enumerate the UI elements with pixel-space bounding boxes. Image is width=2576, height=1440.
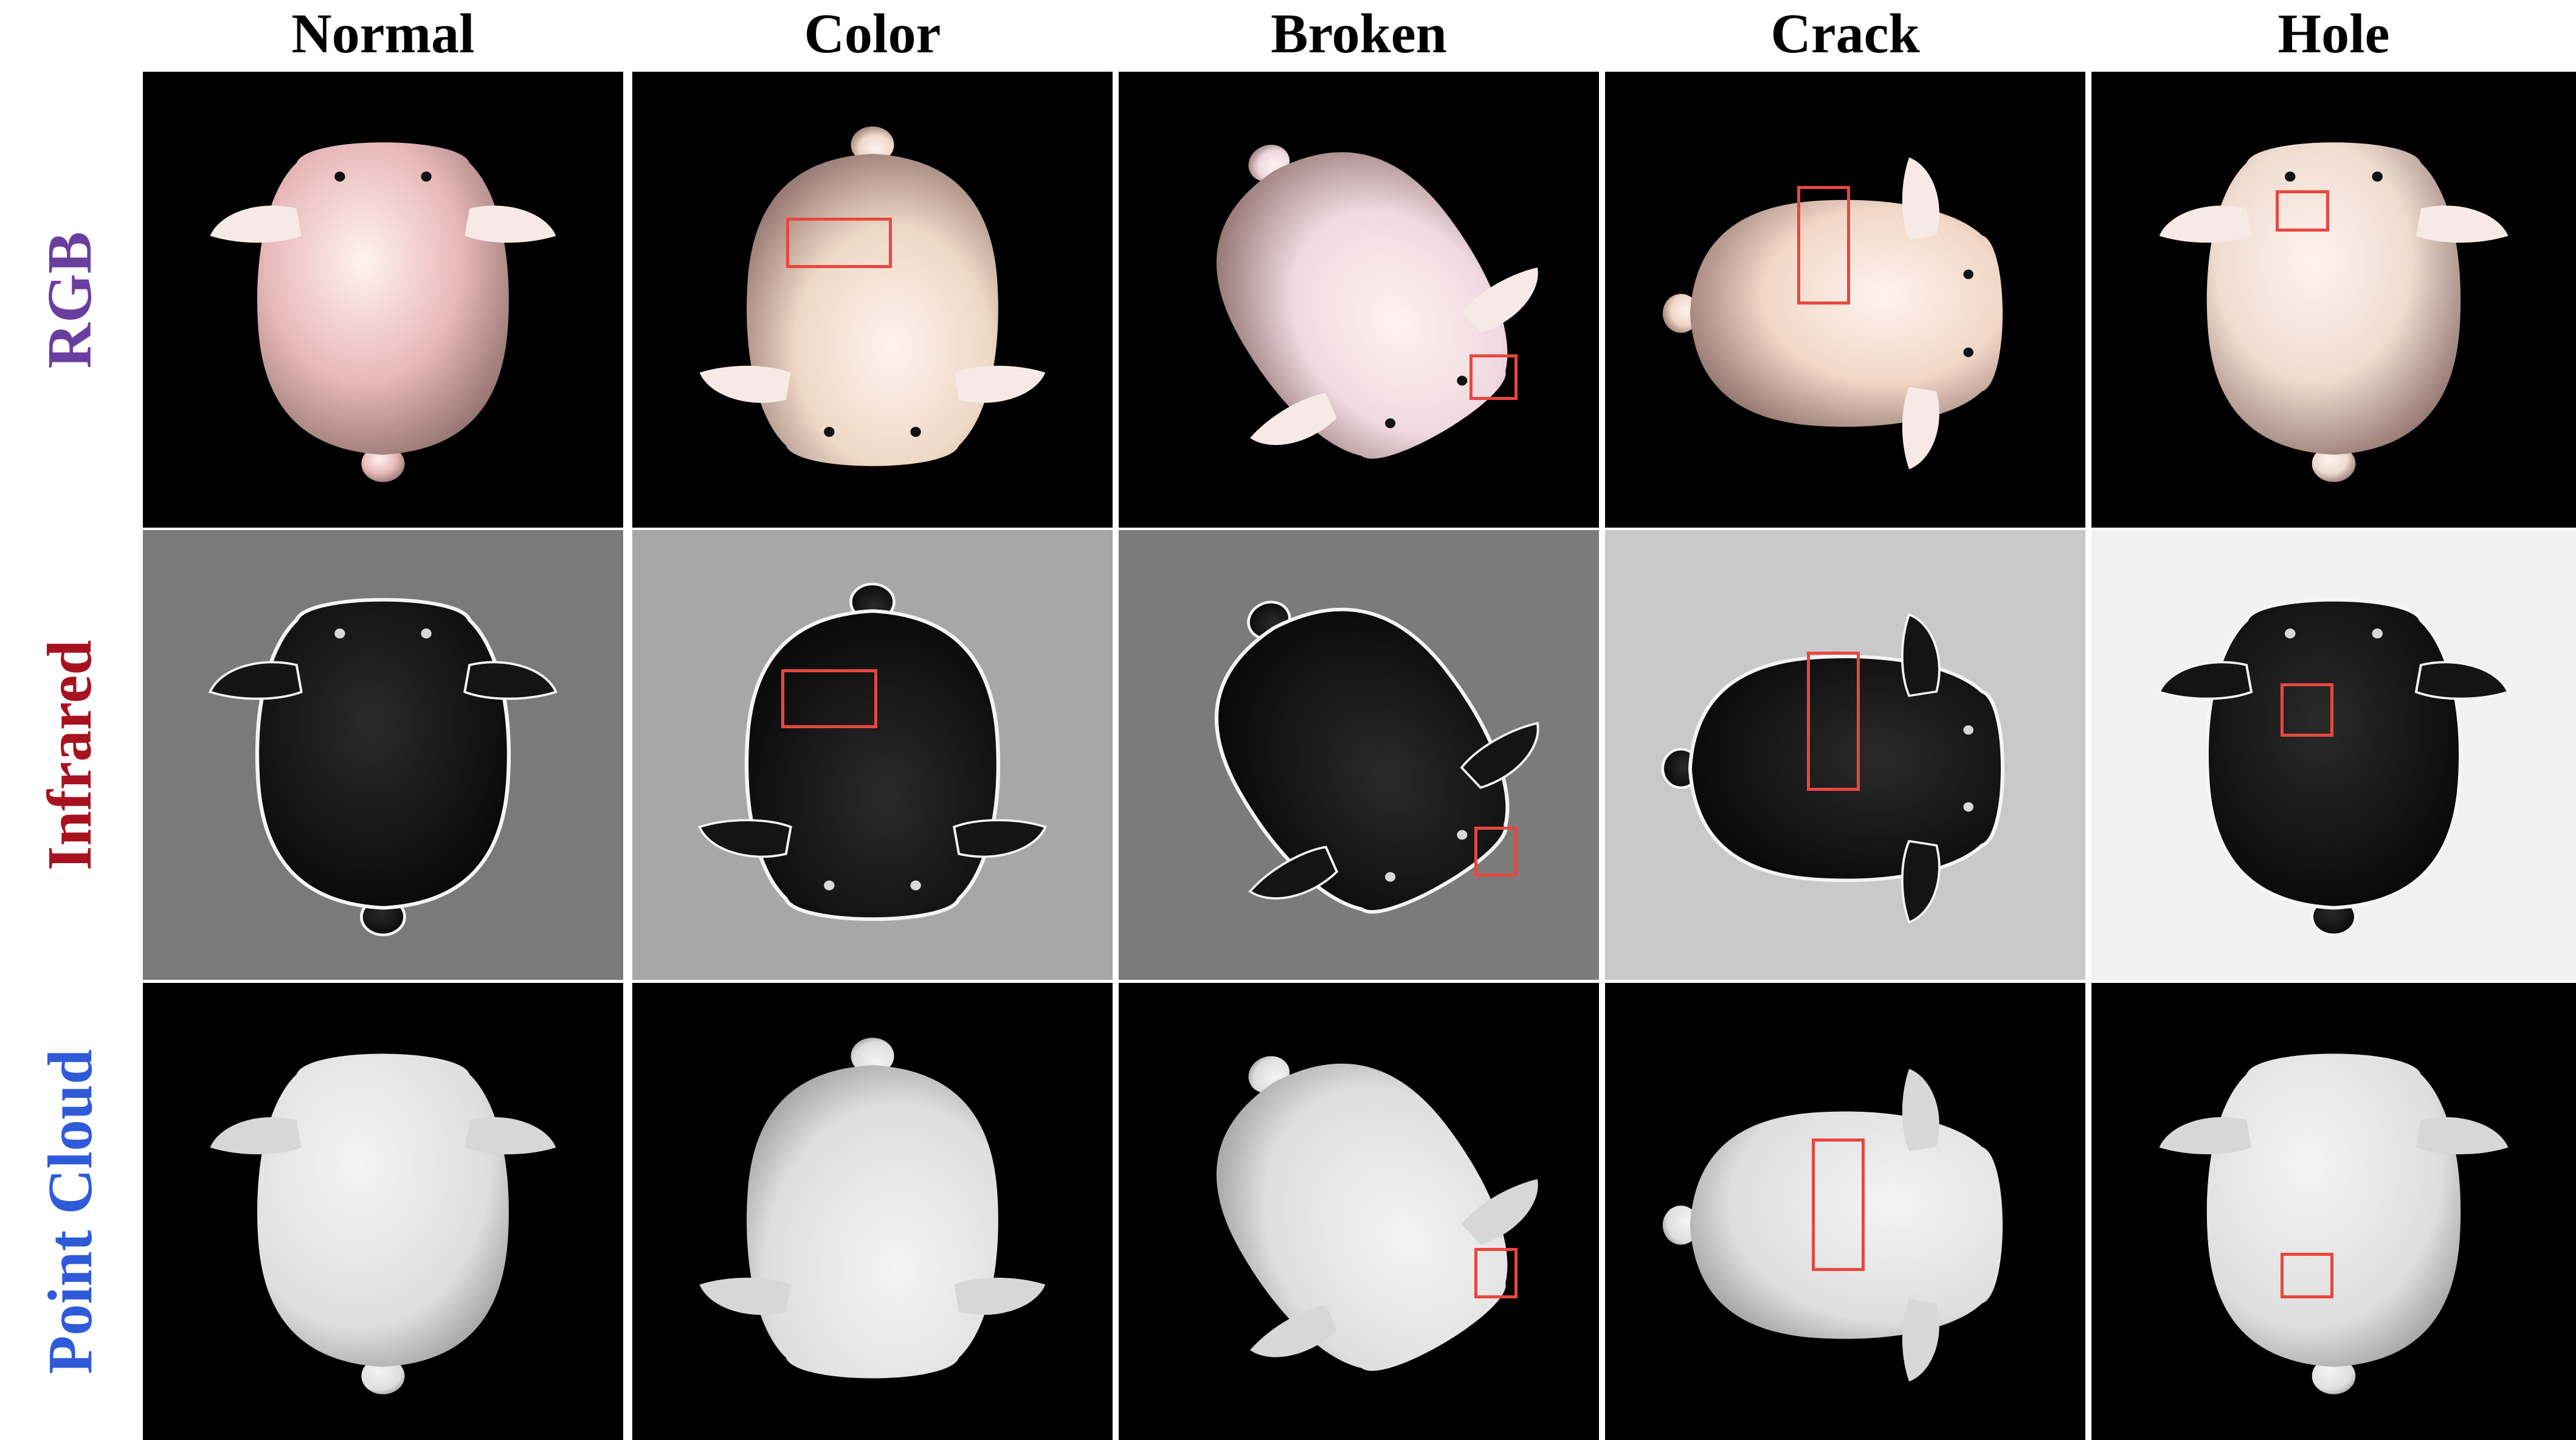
column-header-color: Color (804, 2, 941, 64)
pointcloud-image-crack (1605, 983, 2085, 1440)
defect-box-hole (2275, 190, 2329, 232)
row-label-infrared: Infrared (0, 530, 140, 980)
pointcloud-image-normal (143, 983, 623, 1440)
defect-box-hole (2280, 1252, 2334, 1298)
column-header-broken: Broken (1271, 2, 1447, 64)
column-header-normal: Normal (291, 2, 475, 64)
defect-box-hole (2280, 683, 2334, 737)
infrared-image-color (632, 530, 1113, 980)
pointcloud-image-hole (2091, 983, 2576, 1440)
rgb-image-crack (1605, 72, 2085, 528)
rgb-image-normal (143, 72, 623, 528)
column-header-crack: Crack (1770, 2, 1920, 64)
row-label-infrared-text: Infrared (35, 639, 105, 870)
defect-box-broken (1474, 827, 1518, 877)
defect-box-crack (1797, 185, 1850, 305)
rgb-image-broken (1119, 72, 1599, 528)
rgb-image-color (632, 72, 1113, 528)
defect-box-color (786, 218, 892, 268)
defect-box-color (781, 669, 877, 728)
defect-box-broken (1474, 1248, 1518, 1298)
rgb-image-hole (2091, 72, 2576, 528)
defect-box-broken (1469, 354, 1518, 400)
row-label-rgb: RGB (0, 72, 140, 528)
row-label-point-cloud: Point Cloud (0, 983, 140, 1440)
infrared-image-broken (1119, 530, 1599, 980)
infrared-image-normal (143, 530, 623, 980)
pointcloud-image-broken (1119, 983, 1599, 1440)
defect-box-crack (1806, 651, 1860, 791)
column-header-hole: Hole (2277, 2, 2390, 64)
infrared-image-hole (2091, 530, 2576, 980)
infrared-image-crack (1605, 530, 2085, 980)
row-label-point-cloud-text: Point Cloud (35, 1049, 105, 1374)
defect-box-crack (1811, 1138, 1865, 1271)
row-label-rgb-text: RGB (35, 231, 105, 368)
pointcloud-image-color (632, 983, 1113, 1440)
